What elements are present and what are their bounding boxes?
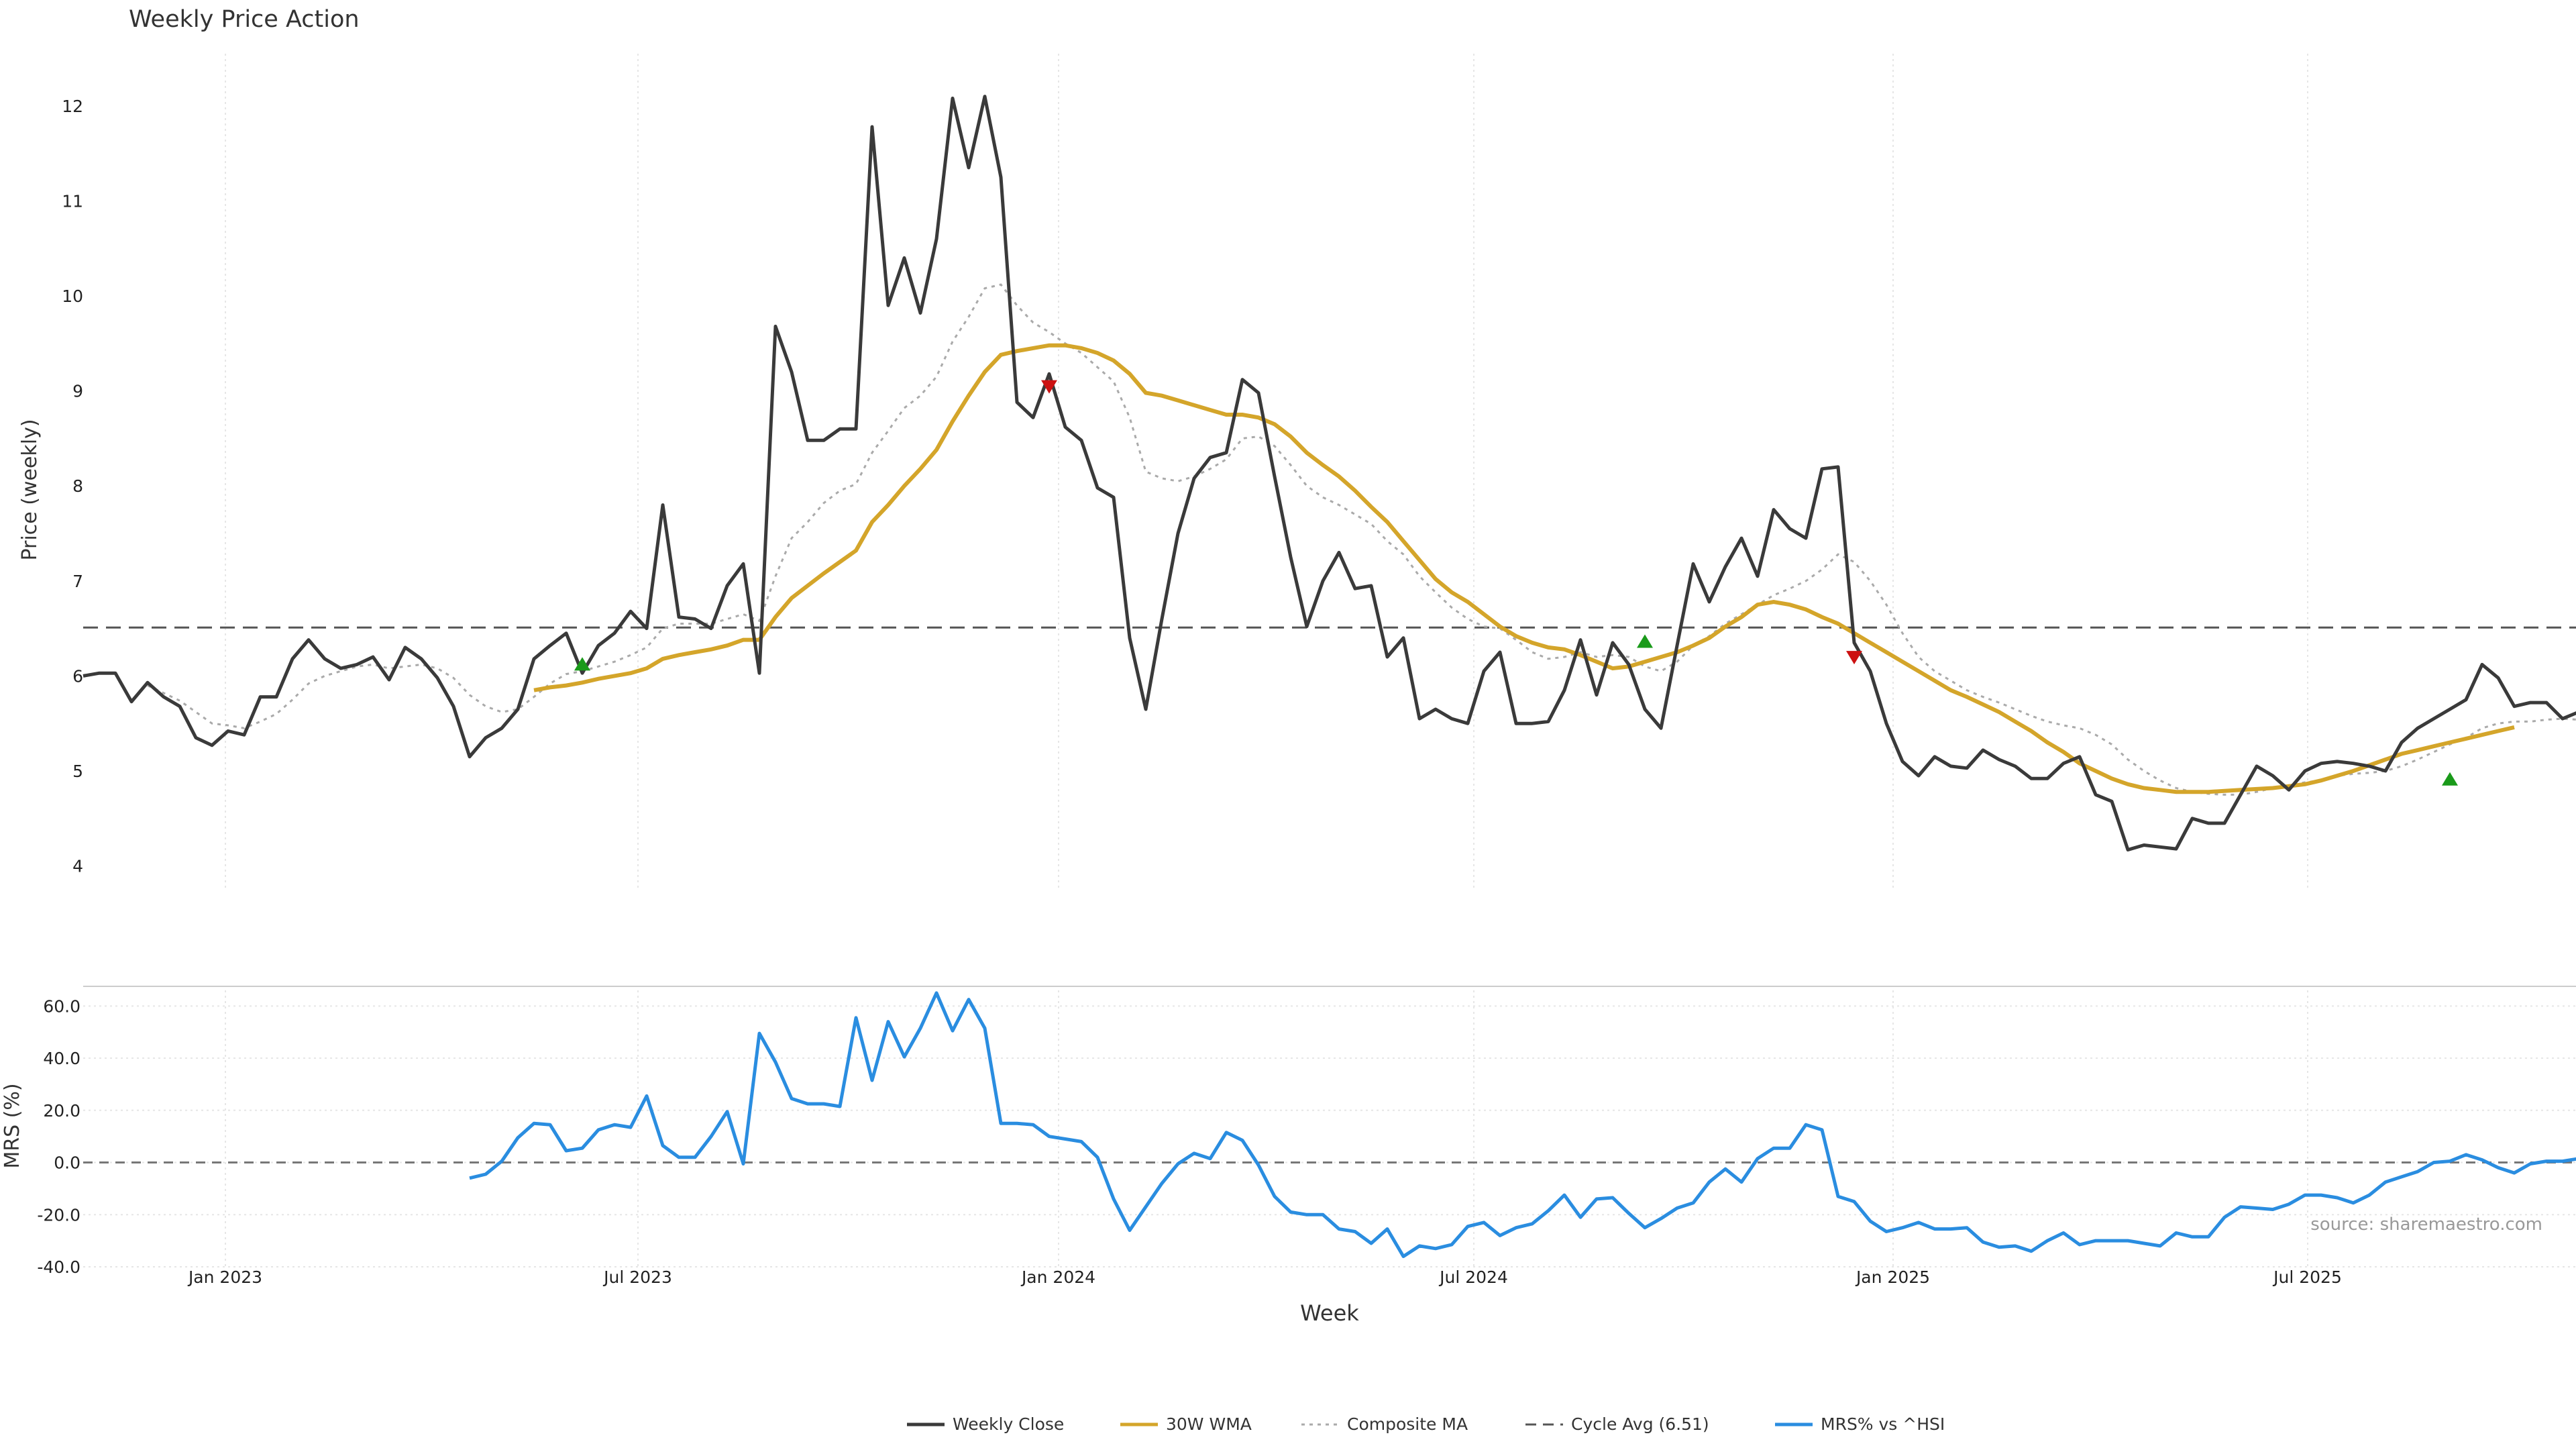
legend: Weekly Close 30W WMA Composite MA Cycle Avg… — [907, 1414, 1945, 1434]
sell-signal-marker — [1846, 651, 1862, 665]
price-gridlines — [225, 54, 2308, 890]
legend-label: Weekly Close — [953, 1414, 1064, 1434]
buy-signal-marker — [1637, 634, 1653, 648]
x-tick-labels: Jan 2023 Jul 2023 Jan 2024 Jul 2024 Jan 2025… — [187, 1267, 2342, 1287]
mrs-gridlines — [83, 990, 2576, 1267]
legend-entry: MRS% vs ^HSI — [1775, 1414, 1945, 1434]
x-tick-label: Jul 2023 — [602, 1267, 672, 1287]
legend-label: MRS% vs ^HSI — [1821, 1414, 1945, 1434]
wma-30w-line — [533, 343, 2515, 794]
price-y-tick: 5 — [72, 762, 83, 781]
legend-label: Cycle Avg (6.51) — [1571, 1414, 1709, 1434]
price-y-tick: 8 — [72, 476, 83, 496]
legend-entry: Composite MA — [1301, 1414, 1468, 1434]
buy-signal-marker — [574, 657, 590, 671]
legend-label: Composite MA — [1347, 1414, 1468, 1434]
price-y-tick: 6 — [72, 666, 83, 686]
x-axis-label: Week — [1300, 1300, 1359, 1326]
mrs-y-tick: 40.0 — [43, 1049, 80, 1068]
x-tick-label: Jul 2025 — [2272, 1267, 2342, 1287]
price-y-tick: 9 — [72, 382, 83, 401]
mrs-line — [469, 991, 2576, 1258]
mrs-y-axis-label: MRS (%) — [1, 1083, 24, 1168]
mrs-y-tick: 20.0 — [43, 1101, 80, 1121]
buy-signal-marker — [2442, 772, 2458, 786]
source-note: source: sharemaestro.com — [2310, 1214, 2542, 1235]
mrs-y-tick: -20.0 — [37, 1205, 80, 1225]
mrs-y-tick: -40.0 — [37, 1257, 80, 1277]
x-tick-label: Jul 2024 — [1438, 1267, 1508, 1287]
legend-label: 30W WMA — [1166, 1414, 1252, 1434]
x-tick-label: Jan 2024 — [1020, 1267, 1095, 1287]
signal-markers — [574, 380, 2458, 786]
price-y-tick: 12 — [62, 97, 83, 116]
mrs-y-tick: 60.0 — [43, 996, 80, 1016]
price-y-tick: 10 — [62, 287, 83, 306]
price-y-tick: 7 — [72, 572, 83, 591]
mrs-y-tick: 0.0 — [54, 1153, 80, 1173]
price-y-tick-labels: 4 5 6 7 8 9 10 11 12 — [62, 97, 83, 876]
price-y-tick: 4 — [72, 857, 83, 876]
sell-signal-marker — [1041, 380, 1057, 394]
legend-entry: Weekly Close — [907, 1414, 1064, 1434]
chart-title: Weekly Price Action — [129, 6, 360, 33]
weekly-close-line — [83, 95, 2576, 851]
mrs-y-tick-labels: 60.0 40.0 20.0 0.0 -20.0 -40.0 — [37, 996, 80, 1277]
x-tick-label: Jan 2023 — [187, 1267, 262, 1287]
legend-entry: 30W WMA — [1120, 1414, 1252, 1434]
legend-entry: Cycle Avg (6.51) — [1525, 1414, 1709, 1434]
x-tick-label: Jan 2025 — [1855, 1267, 1930, 1287]
price-y-axis-label: Price (weekly) — [18, 419, 42, 560]
price-y-tick: 11 — [62, 191, 83, 211]
